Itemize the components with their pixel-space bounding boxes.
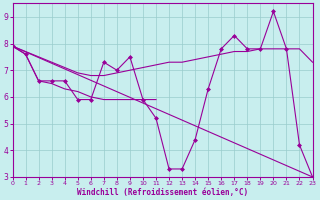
- X-axis label: Windchill (Refroidissement éolien,°C): Windchill (Refroidissement éolien,°C): [77, 188, 248, 197]
